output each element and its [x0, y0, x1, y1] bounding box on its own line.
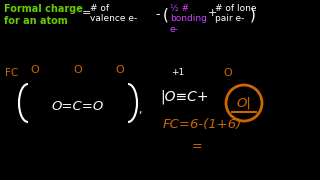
Text: +: +	[208, 8, 217, 18]
Text: -: -	[155, 8, 159, 21]
Text: ): )	[250, 8, 256, 23]
Text: Formal charge
for an atom: Formal charge for an atom	[4, 4, 83, 26]
Text: FC: FC	[5, 68, 18, 78]
Text: (: (	[163, 8, 169, 23]
Text: # of
valence e-: # of valence e-	[90, 4, 137, 23]
Text: ½ #
bonding
e-: ½ # bonding e-	[170, 4, 207, 34]
Text: O|: O|	[236, 96, 252, 109]
Text: +1: +1	[172, 68, 185, 77]
Text: O: O	[74, 65, 82, 75]
Text: =: =	[192, 140, 203, 153]
Text: O=C=O: O=C=O	[52, 100, 104, 114]
Text: FC=6-(1+6): FC=6-(1+6)	[163, 118, 242, 131]
Text: =: =	[82, 8, 92, 18]
Text: # of lone
pair e-: # of lone pair e-	[215, 4, 257, 23]
Text: O: O	[116, 65, 124, 75]
Text: O: O	[224, 68, 232, 78]
Text: |O≡C+: |O≡C+	[160, 90, 209, 105]
Text: O: O	[31, 65, 39, 75]
Text: ,: ,	[138, 105, 141, 115]
